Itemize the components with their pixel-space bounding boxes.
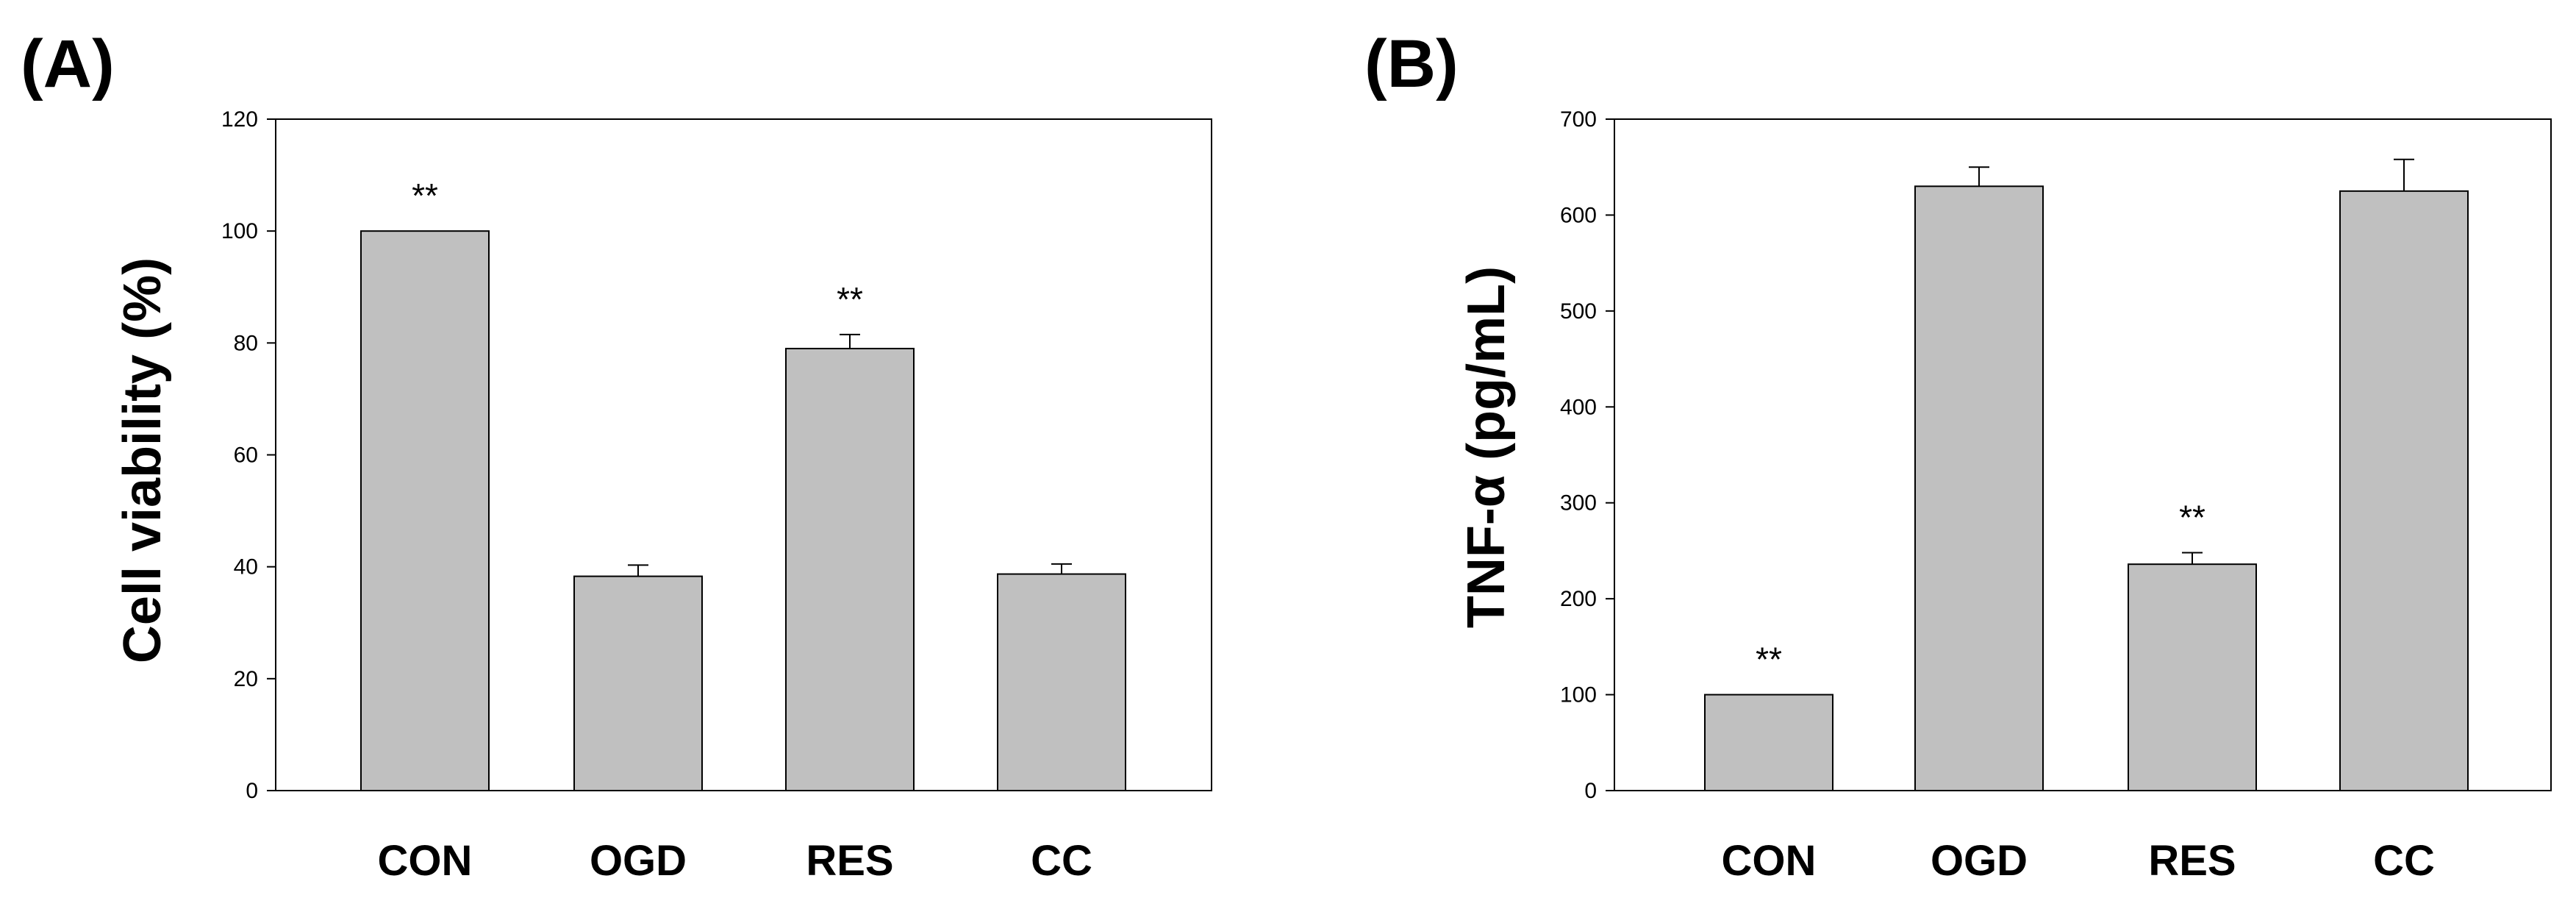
y-tick-label: 40	[234, 555, 258, 580]
category-label: RES	[2148, 837, 2236, 885]
y-axis-label: TNF-α (pg/mL)	[1457, 266, 1516, 628]
bar-res	[2128, 563, 2257, 792]
y-tick-label: 300	[1560, 491, 1597, 516]
significance-label: **	[412, 177, 438, 215]
y-axis-label: Cell viability (%)	[113, 257, 172, 663]
y-tick-label: 400	[1560, 395, 1597, 419]
y-tick-label: 120	[221, 107, 258, 132]
y-tick-label: 60	[234, 443, 258, 468]
bar-con	[360, 230, 490, 791]
chart-panel-a: (A) Cell viability (%) ** CON OGD ** RES CC 0 2…	[21, 26, 1212, 885]
significance-label: **	[2179, 499, 2205, 537]
y-tick-label: 0	[246, 779, 258, 803]
y-tick-label: 0	[1584, 779, 1597, 803]
category-label: OGD	[1931, 837, 2028, 885]
bar-ogd	[573, 575, 703, 791]
category-label: CON	[378, 837, 473, 885]
bar-res	[785, 347, 915, 792]
y-tick-label: 600	[1560, 203, 1597, 227]
category-label: CON	[1722, 837, 1817, 885]
y-tick-label: 100	[1560, 683, 1597, 707]
category-label: RES	[806, 837, 893, 885]
panel-label: (A)	[21, 26, 115, 101]
chart-panel-b: (B) TNF-α (pg/mL) ** CON OGD ** RES CC 0 100 200…	[1364, 26, 2552, 885]
panel-label: (B)	[1364, 26, 1459, 101]
bar-con	[1704, 694, 1833, 791]
y-tick-label: 500	[1560, 299, 1597, 324]
category-label: CC	[1031, 837, 1092, 885]
category-label: OGD	[590, 837, 687, 885]
significance-label: **	[837, 280, 863, 318]
y-tick-label: 20	[234, 667, 258, 691]
plot-frame	[1614, 118, 2552, 791]
y-tick-label: 200	[1560, 587, 1597, 611]
bar-cc	[2339, 190, 2469, 792]
category-label: CC	[2373, 837, 2435, 885]
bar-cc	[997, 573, 1126, 791]
y-tick-label: 80	[234, 331, 258, 355]
y-tick-label: 700	[1560, 107, 1597, 132]
significance-label: **	[1756, 641, 1782, 679]
y-tick-label: 100	[221, 219, 258, 243]
bar-ogd	[1914, 185, 2044, 792]
